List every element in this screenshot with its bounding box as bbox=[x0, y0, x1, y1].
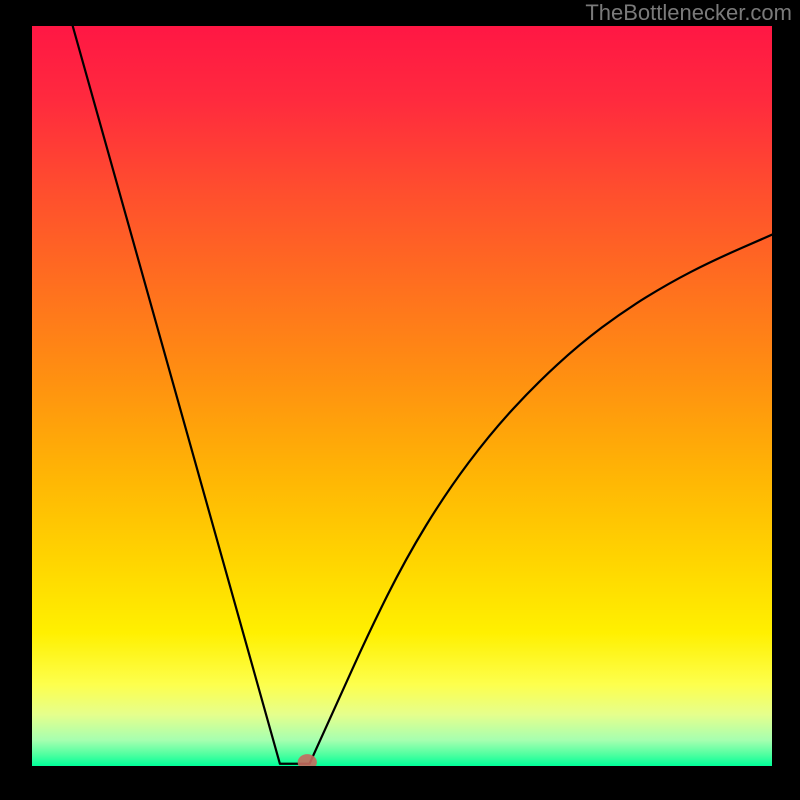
gradient-background bbox=[32, 26, 772, 766]
gradient-plot bbox=[32, 26, 772, 766]
chart-frame: TheBottlenecker.com bbox=[0, 0, 800, 800]
watermark-text: TheBottlenecker.com bbox=[585, 0, 792, 26]
plot-area bbox=[32, 26, 772, 766]
